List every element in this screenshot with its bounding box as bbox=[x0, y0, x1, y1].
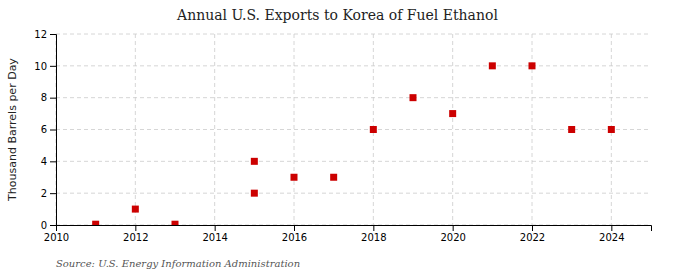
point bbox=[568, 126, 575, 133]
x-tick-label: 2024 bbox=[599, 232, 624, 243]
point bbox=[132, 206, 139, 213]
point bbox=[172, 221, 179, 225]
x-tick-mark bbox=[532, 225, 533, 231]
x-tick: 2024 bbox=[599, 225, 624, 243]
y-tick: 6 bbox=[41, 124, 56, 135]
y-tick-label: 6 bbox=[41, 124, 47, 135]
points bbox=[92, 62, 615, 225]
x-tick: 2010 bbox=[44, 225, 69, 243]
y-tick-label: 12 bbox=[34, 29, 47, 40]
x-tick-mark bbox=[453, 225, 454, 231]
y-tick-mark bbox=[50, 66, 56, 67]
x-tick: 2022 bbox=[520, 225, 545, 243]
y-tick-label: 0 bbox=[41, 220, 47, 231]
plot: 2010 2012 2014 2016 2018 2020 2022 2024 0 2 4 6 8 10 1… bbox=[34, 29, 651, 243]
y-tick: 2 bbox=[41, 188, 56, 199]
x-tick-label: 2022 bbox=[520, 232, 545, 243]
y-tick-mark bbox=[50, 161, 56, 162]
y-tick-label: 8 bbox=[41, 92, 47, 103]
source-note: Source: U.S. Energy Information Administ… bbox=[56, 258, 300, 269]
point bbox=[291, 174, 298, 181]
y-axis-title: Thousand Barrels per Day bbox=[6, 58, 19, 202]
grid-line bbox=[56, 34, 651, 35]
x-tick-mark bbox=[611, 225, 612, 231]
x-tick: 2018 bbox=[361, 225, 386, 243]
y-tick: 8 bbox=[41, 92, 56, 103]
x-tick-label: 2012 bbox=[123, 232, 148, 243]
y-tick-mark bbox=[50, 193, 56, 194]
title: Annual U.S. Exports to Korea of Fuel Eth… bbox=[176, 7, 498, 23]
point bbox=[251, 190, 258, 197]
point bbox=[608, 126, 615, 133]
y-tick-label: 2 bbox=[41, 188, 47, 199]
grid-line bbox=[294, 34, 295, 225]
grid-line bbox=[56, 65, 651, 66]
x-axis: 2010 2012 2014 2016 2018 2020 2022 2024 bbox=[44, 225, 652, 243]
y-tick-mark bbox=[50, 34, 56, 35]
x-tick: 2020 bbox=[440, 225, 465, 243]
point bbox=[529, 62, 536, 69]
x-tick: 2014 bbox=[202, 225, 227, 243]
point bbox=[251, 158, 258, 165]
x-tick: 2012 bbox=[123, 225, 148, 243]
x-tick-mark bbox=[294, 225, 295, 231]
y-tick-label: 10 bbox=[34, 61, 47, 72]
point bbox=[330, 174, 337, 181]
y-tick: 10 bbox=[34, 61, 56, 72]
chart-container: 2010 2012 2014 2016 2018 2020 2022 2024 0 2 4 6 8 10 1… bbox=[0, 0, 675, 275]
grid-line bbox=[452, 34, 453, 225]
grid-line bbox=[56, 129, 651, 130]
x-tick: 2016 bbox=[282, 225, 307, 243]
x-tick-mark bbox=[135, 225, 136, 231]
y-tick: 4 bbox=[41, 156, 56, 167]
chart-svg: 2010 2012 2014 2016 2018 2020 2022 2024 0 2 4 6 8 10 1… bbox=[0, 0, 675, 275]
y-axis: 0 2 4 6 8 10 12 bbox=[34, 29, 56, 231]
x-tick-label: 2014 bbox=[202, 232, 227, 243]
y-tick-mark bbox=[50, 98, 56, 99]
x-axis-line bbox=[57, 226, 652, 232]
y-tick-mark bbox=[50, 225, 56, 226]
point bbox=[449, 110, 456, 117]
grid-line bbox=[56, 193, 651, 194]
x-tick-mark bbox=[215, 225, 216, 231]
grid-line bbox=[56, 161, 651, 162]
point bbox=[489, 62, 496, 69]
x-tick-label: 2016 bbox=[282, 232, 307, 243]
grid-line bbox=[56, 97, 651, 98]
point bbox=[92, 221, 99, 225]
y-axis-line bbox=[50, 35, 57, 226]
grid-line bbox=[214, 34, 215, 225]
y-tick-mark bbox=[50, 130, 56, 131]
x-tick-label: 2020 bbox=[440, 232, 465, 243]
x-tick-label: 2018 bbox=[361, 232, 386, 243]
y-tick: 0 bbox=[41, 220, 56, 231]
point bbox=[410, 94, 417, 101]
grid-line bbox=[135, 34, 136, 225]
y-tick: 12 bbox=[34, 29, 56, 40]
grid bbox=[56, 34, 651, 225]
point bbox=[370, 126, 377, 133]
x-tick-label: 2010 bbox=[44, 232, 69, 243]
x-tick-mark bbox=[373, 225, 374, 231]
y-tick-label: 4 bbox=[41, 156, 47, 167]
